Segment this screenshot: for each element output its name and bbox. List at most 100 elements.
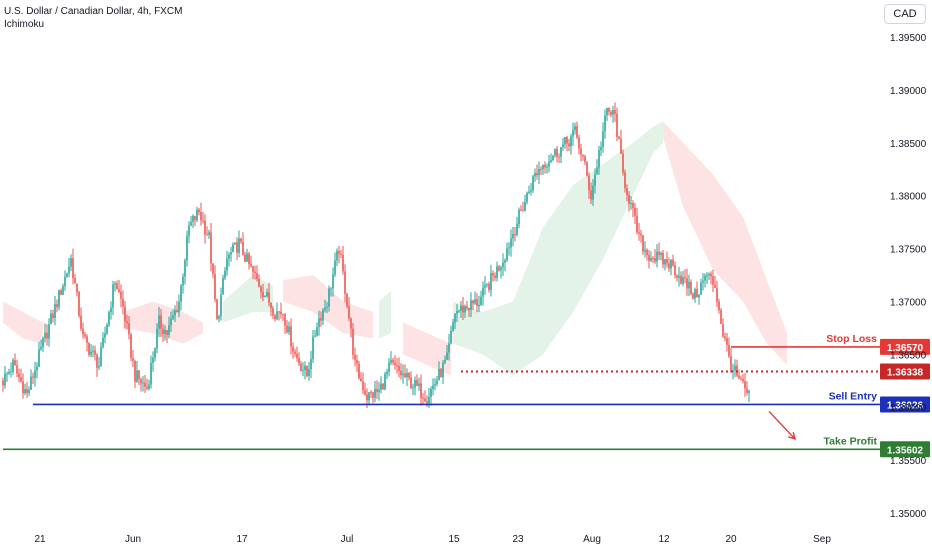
candle-body [142, 382, 144, 384]
candle-body [692, 293, 694, 299]
candle-body [356, 359, 358, 364]
candle-body [468, 308, 470, 311]
candle-body [628, 194, 630, 204]
candle-body [368, 392, 370, 401]
candle-body [674, 265, 676, 276]
candle-body [370, 392, 372, 394]
candle-body [648, 254, 650, 261]
candle-body [690, 282, 692, 294]
candle-body [462, 305, 464, 313]
currency-button[interactable]: CAD [884, 4, 926, 24]
candle-body [594, 174, 596, 186]
candle-body [232, 244, 234, 253]
candle-body [494, 275, 496, 278]
candle-body [386, 371, 388, 374]
candle-body [588, 175, 590, 191]
candle-body [614, 110, 616, 114]
candle-body [580, 148, 582, 155]
candle-body [650, 258, 652, 261]
candle-body [434, 383, 436, 386]
candle-body [586, 162, 588, 176]
indicator-label[interactable]: Ichimoku [4, 19, 45, 30]
candle-body [364, 390, 366, 395]
candle-body [190, 221, 192, 226]
candle-body [132, 357, 134, 362]
candle-body [596, 167, 598, 175]
candle-body [404, 373, 406, 378]
chart-title: U.S. Dollar / Canadian Dollar, 4h, FXCM [4, 6, 183, 17]
candle-body [174, 310, 176, 316]
candle-body [2, 380, 4, 386]
candle-body [610, 111, 612, 115]
candle-body [716, 287, 718, 302]
candle-body [500, 267, 502, 271]
cloud-bull-area [223, 275, 273, 323]
candle-body [486, 283, 488, 285]
candle-body [292, 346, 294, 352]
candle-body [198, 209, 200, 213]
candle-body [90, 351, 92, 355]
candle-body [478, 304, 480, 306]
candle-body [354, 354, 356, 360]
candle-body [604, 115, 606, 132]
candle-body [676, 275, 678, 278]
candle-body [230, 252, 232, 255]
candle-body [172, 315, 174, 319]
candle-body [326, 306, 328, 308]
time-tick-label: 15 [448, 534, 460, 545]
candle-body [226, 258, 228, 271]
candle-body [6, 373, 8, 375]
candle-body [518, 209, 520, 225]
candle-body [406, 372, 408, 378]
candle-body [536, 172, 538, 176]
candle-body [662, 252, 664, 265]
candle-body [114, 283, 116, 285]
price-axis[interactable]: 1.39500 1.39000 1.38500 1.38000 1.37500 1.370… [890, 33, 927, 520]
candle-body [320, 318, 322, 321]
candle-body [572, 130, 574, 137]
candle-body [540, 168, 542, 170]
price-tick-label: 1.35000 [890, 509, 927, 520]
cloud-bull-area [453, 121, 663, 376]
time-tick-label: Jul [341, 534, 354, 545]
candle-body [350, 318, 352, 329]
candle-body [110, 307, 112, 313]
price-tick-label: 1.37000 [890, 297, 927, 308]
candle-body [24, 388, 26, 394]
candle-body [746, 388, 748, 393]
candle-body [532, 176, 534, 191]
candle-body [546, 166, 548, 168]
candle-body [52, 313, 54, 319]
candle-body [744, 381, 746, 389]
candle-body [366, 394, 368, 401]
candle-body [714, 284, 716, 288]
candle-body [568, 143, 570, 147]
candle-body [244, 254, 246, 262]
candle-body [290, 326, 292, 347]
candle-body [502, 262, 504, 268]
candle-body [740, 378, 742, 380]
candle-body [712, 276, 714, 285]
target-arrow-head [788, 431, 797, 441]
time-tick-label: 20 [725, 534, 737, 545]
candle-body [332, 274, 334, 289]
candle-body [170, 318, 172, 326]
time-tick-label: Sep [813, 534, 831, 545]
candle-body [440, 368, 442, 378]
candle-body [94, 350, 96, 355]
candle-body [156, 328, 158, 349]
candle-body [688, 282, 690, 289]
candle-body [328, 288, 330, 307]
candle-body [296, 353, 298, 359]
candle-body [236, 242, 238, 253]
candle-body [140, 379, 142, 384]
candle-body [108, 312, 110, 325]
candle-body [522, 210, 524, 212]
candle-body [384, 373, 386, 390]
candle-body [460, 305, 462, 311]
candle-body [318, 318, 320, 328]
candle-body [626, 188, 628, 195]
time-axis[interactable]: 21 Jun 17 Jul 15 23 Aug 12 20 Sep [34, 534, 831, 545]
candle-body [240, 238, 242, 242]
